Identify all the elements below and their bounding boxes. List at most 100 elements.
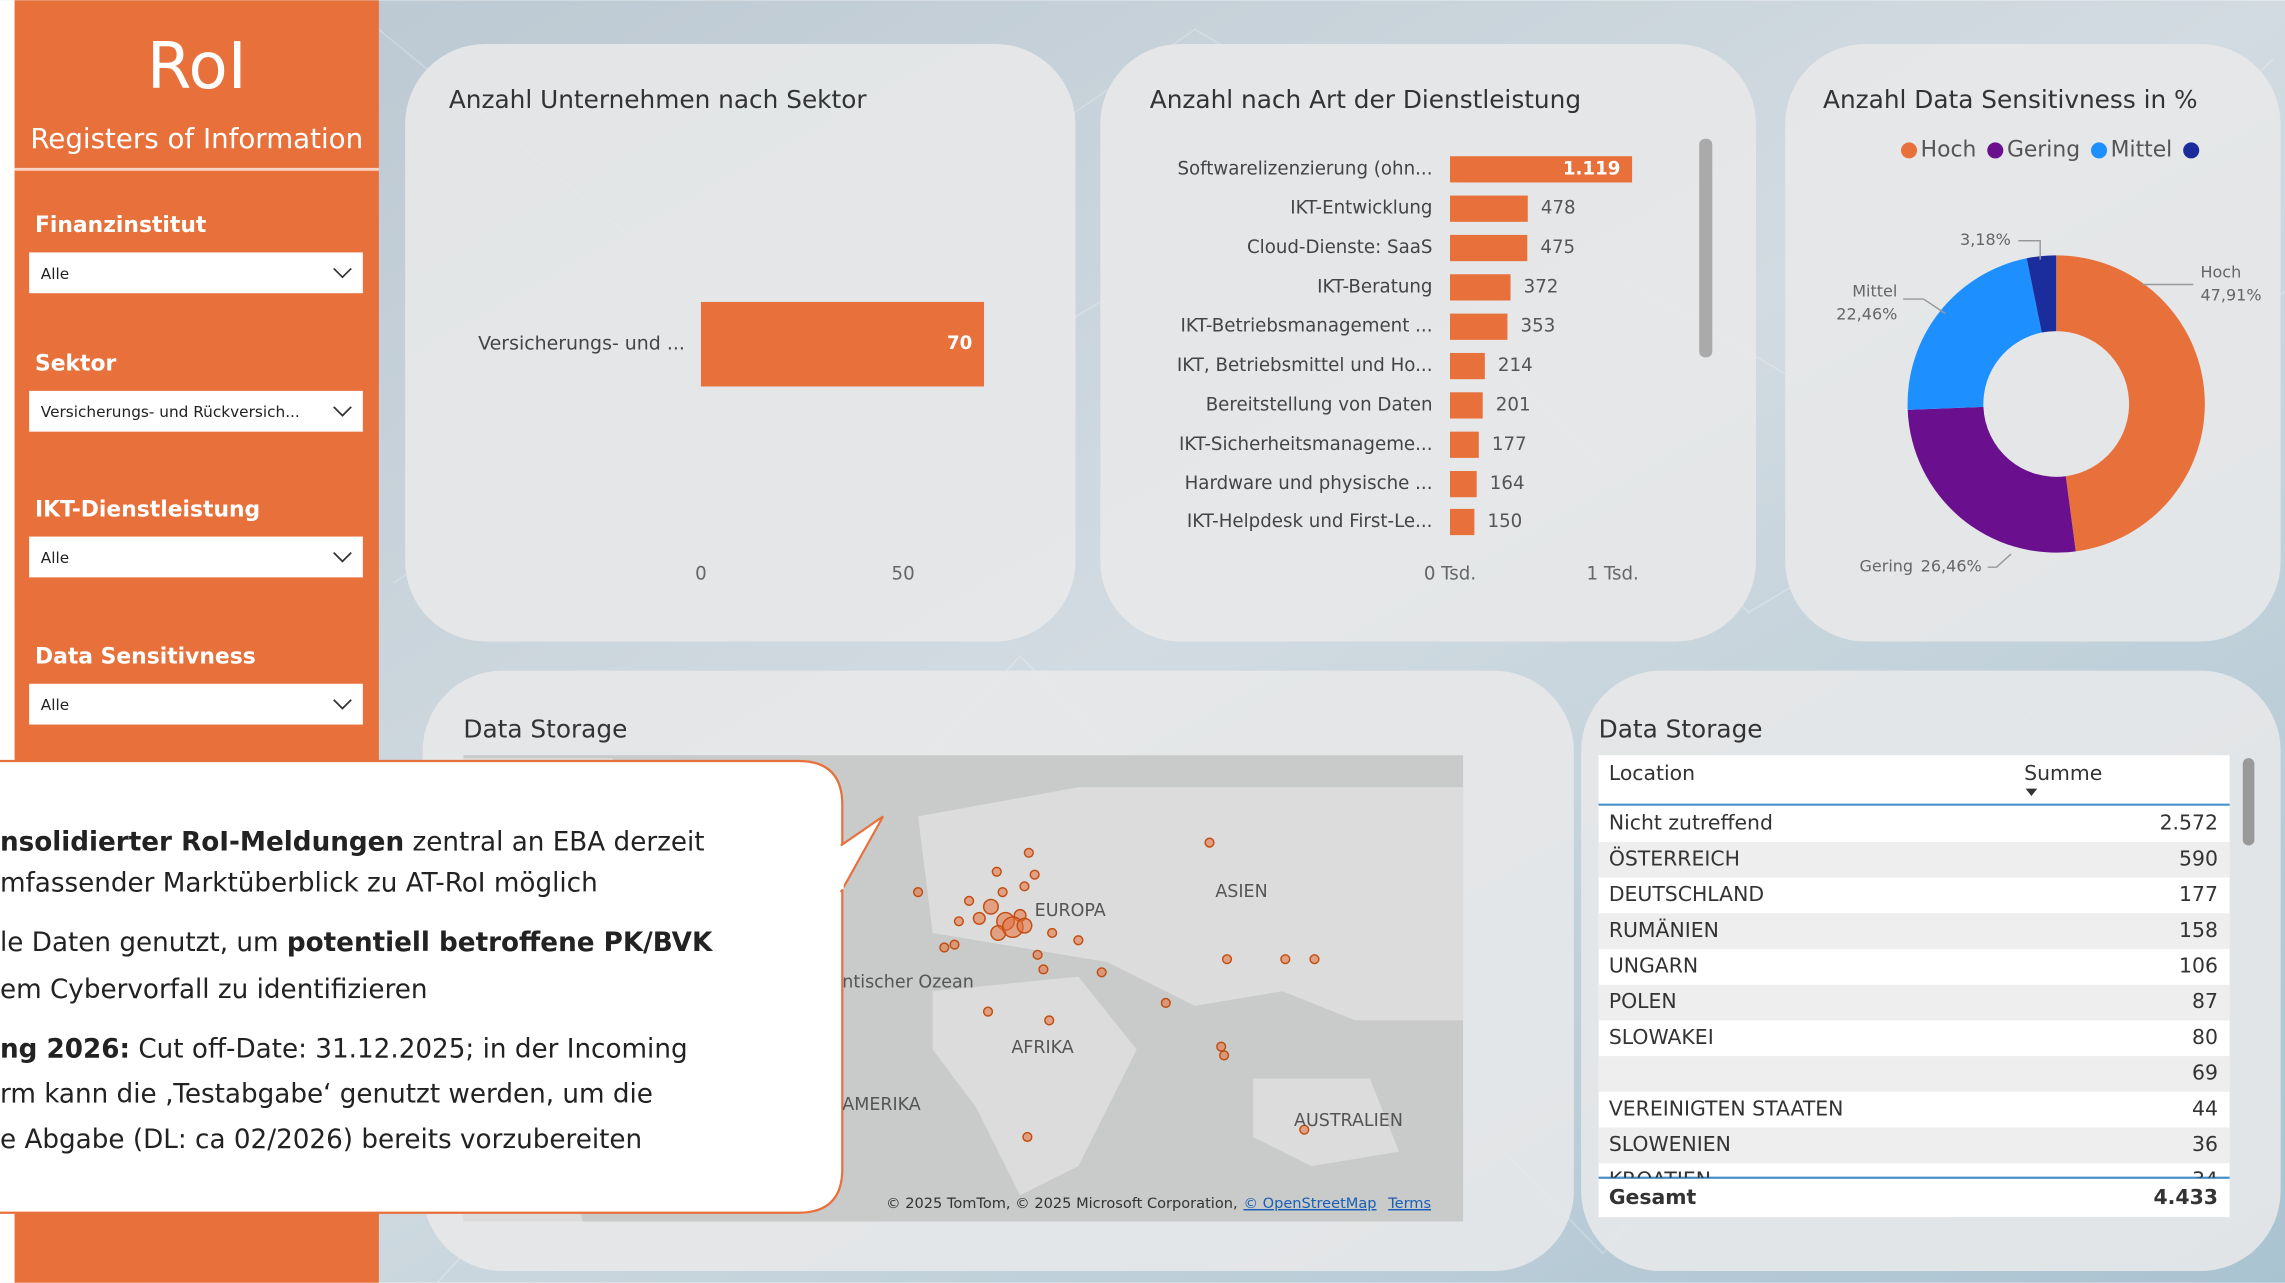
cell: 80 — [2192, 1025, 2218, 1049]
cell: SLOWAKEI — [1609, 1025, 1714, 1049]
location-dot — [1204, 837, 1215, 848]
legend-dot — [2091, 142, 2108, 159]
location-dot — [1029, 869, 1040, 880]
legend-label: Hoch — [1921, 137, 1977, 162]
category-label: IKT-Sicherheitsmanageme... — [1179, 434, 1432, 455]
callout-box — [0, 759, 844, 1214]
slice-name: Gering — [1859, 557, 1913, 576]
filter-label: Finanzinstitut — [35, 213, 206, 238]
data-label: 150 — [1488, 511, 1523, 532]
cell: 44 — [2192, 1096, 2218, 1120]
location-dot — [1032, 949, 1043, 960]
slice-value: 22,46% — [1836, 305, 1897, 324]
callout-pointer — [839, 815, 885, 893]
chart-title: Anzahl Data Sensitivness in % — [1823, 85, 2198, 114]
callout-text: zentral an EBA derzeit — [404, 827, 704, 857]
callout-line: em Cybervorfall zu identifizieren — [0, 974, 428, 1004]
cell: 87 — [2192, 989, 2218, 1013]
dropdown[interactable] — [29, 683, 363, 725]
map-label: EUROPA — [1035, 901, 1106, 921]
dropdown-chevron — [333, 267, 352, 279]
column-header: Summe — [2024, 761, 2102, 785]
data-label: 214 — [1498, 355, 1533, 376]
filter-label: Sektor — [35, 352, 117, 377]
data-label: 164 — [1490, 473, 1525, 494]
legend-dot — [2183, 142, 2200, 159]
leader-line — [1903, 298, 1946, 315]
cell: ÖSTERREICH — [1609, 845, 1740, 870]
bar — [1449, 508, 1475, 536]
cell: POLEN — [1609, 989, 1677, 1013]
bar — [1449, 431, 1479, 458]
data-label: 478 — [1541, 198, 1576, 219]
cell: 34 — [2192, 1168, 2218, 1192]
legend-label: Mittel — [2111, 137, 2173, 162]
dropdown-value: Alle — [41, 265, 69, 283]
data-label: 70 — [947, 333, 972, 354]
location-dot — [949, 939, 960, 950]
cell: UNGARN — [1609, 953, 1698, 977]
dropdown[interactable] — [29, 536, 363, 578]
data-label: 353 — [1521, 316, 1556, 337]
callout-line: nsolidierter RoI-Meldungen zentral an EB… — [0, 827, 705, 857]
bar — [1449, 392, 1483, 419]
callout-pointer-mask — [836, 848, 844, 890]
dropdown[interactable] — [29, 252, 363, 294]
donut-slice — [1907, 258, 2042, 410]
x-tick-label: 1 Tsd. — [1587, 563, 1639, 584]
bar — [1449, 352, 1485, 380]
location-dot — [982, 1006, 994, 1017]
callout-line: rm kann die ‚Testabgabe‘ genutzt werden,… — [0, 1079, 653, 1109]
dropdown-chevron — [333, 699, 352, 710]
slice-value: 26,46% — [1921, 557, 1982, 576]
callout-text: potentiell betroffene PK/BVK — [287, 928, 714, 958]
dropdown[interactable] — [29, 390, 363, 432]
map-link[interactable]: © OpenStreetMap — [1243, 1195, 1376, 1212]
cell: 177 — [2179, 882, 2218, 906]
sort-arrow — [2025, 788, 2038, 796]
category-label: Versicherungs- und ... — [478, 333, 685, 355]
bar — [1449, 156, 1633, 183]
row-band — [1598, 1127, 2230, 1164]
donut-slice — [1907, 406, 2076, 553]
cell: 158 — [2179, 918, 2218, 942]
map-label: AUSTRALIEN — [1294, 1111, 1403, 1131]
category-label: Softwarelizenzierung (ohn... — [1177, 158, 1432, 179]
data-label: 177 — [1492, 434, 1527, 455]
location-dot — [953, 916, 964, 927]
data-label: 372 — [1524, 276, 1559, 297]
x-tick-label: 50 — [892, 563, 915, 584]
panel — [1100, 44, 1757, 642]
callout-line: le Daten genutzt, um potentiell betroffe… — [0, 928, 714, 958]
location-dot — [1022, 1131, 1033, 1143]
location-dot — [1309, 954, 1320, 965]
location-dot — [1216, 1041, 1227, 1052]
data-label: 1.119 — [1563, 158, 1621, 179]
map-link[interactable]: Terms — [1387, 1195, 1431, 1212]
category-label: IKT-Betriebsmanagement ... — [1181, 316, 1433, 337]
cell: KROATIEN — [1609, 1168, 1711, 1192]
filter-label: IKT-Dienstleistung — [35, 497, 260, 522]
location-dot — [972, 911, 986, 925]
data-label: 201 — [1496, 394, 1531, 415]
location-dot — [1016, 917, 1033, 934]
table-title: Data Storage — [1599, 714, 1763, 743]
callout-text: rm kann die ‚Testabgabe‘ genutzt werden,… — [0, 1079, 653, 1109]
dropdown-chevron — [333, 551, 352, 563]
donut-slice — [2056, 255, 2205, 552]
row-band — [1598, 1056, 2230, 1092]
location-dot — [963, 895, 975, 906]
cell: 36 — [2192, 1132, 2218, 1156]
bar — [1449, 234, 1528, 262]
panel — [1785, 44, 2281, 642]
row-band — [1598, 841, 2230, 878]
category-label: IKT, Betriebsmittel und Ho... — [1177, 355, 1433, 376]
callout-text: Cut off-Date: 31.12.2025; in der Incomin… — [130, 1034, 688, 1064]
bar — [700, 301, 985, 387]
cell: Nicht zutreffend — [1609, 811, 1773, 835]
cell: RUMÄNIEN — [1609, 917, 1719, 942]
legend-dot — [1987, 142, 2004, 159]
bar — [1449, 470, 1477, 498]
location-dot — [982, 898, 999, 915]
